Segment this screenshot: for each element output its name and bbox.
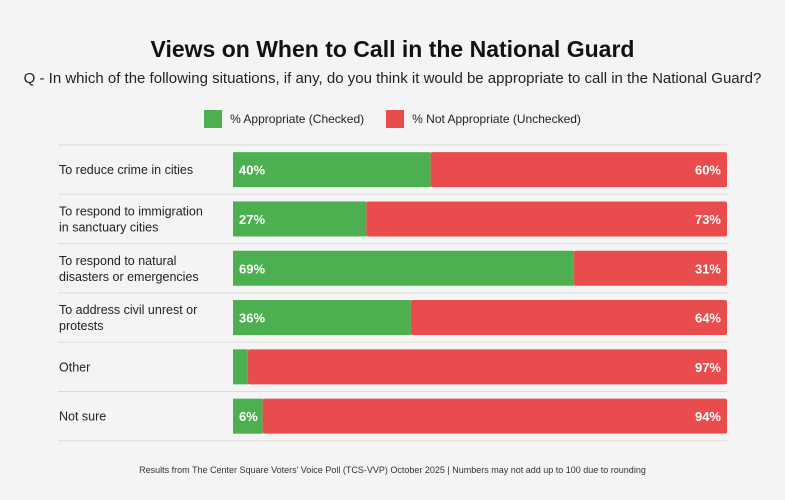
data-label-appropriate: 40%	[239, 163, 265, 178]
category-label: Other	[59, 360, 90, 374]
legend-label: % Not Appropriate (Unchecked)	[412, 112, 581, 126]
data-label-not-appropriate: 64%	[695, 311, 721, 326]
bar-not-appropriate	[573, 250, 727, 286]
legend-item-appropriate: % Appropriate (Checked)	[204, 110, 364, 128]
data-label-not-appropriate: 31%	[695, 261, 721, 276]
bar-appropriate	[233, 349, 248, 385]
bar-appropriate	[233, 250, 574, 286]
data-label-not-appropriate: 97%	[695, 360, 721, 375]
legend-label: % Appropriate (Checked)	[230, 112, 365, 126]
legend: % Appropriate (Checked) % Not Appropriat…	[0, 110, 785, 128]
data-label-appropriate: 69%	[239, 261, 265, 276]
bar-appropriate	[233, 152, 431, 188]
bar-not-appropriate	[410, 300, 727, 336]
bar-not-appropriate	[430, 152, 727, 188]
category-label: Not sure	[59, 410, 106, 424]
bar-appropriate	[233, 398, 263, 434]
bar-not-appropriate	[247, 349, 727, 385]
data-label-appropriate: 6%	[239, 409, 258, 424]
data-label-appropriate: 36%	[239, 311, 265, 326]
data-label-not-appropriate: 94%	[695, 409, 721, 424]
bar-appropriate	[233, 300, 411, 336]
data-label-appropriate: 27%	[239, 212, 265, 227]
data-label-not-appropriate: 73%	[695, 212, 721, 227]
category-label: To address civil unrest or protests	[59, 303, 197, 333]
legend-swatch-not-appropriate	[386, 110, 405, 128]
footnote: Results from The Center Square Voters' V…	[139, 465, 646, 475]
legend-item-not-appropriate: % Not Appropriate (Unchecked)	[386, 110, 581, 128]
category-label: To respond to natural disasters or emerge…	[59, 254, 199, 284]
chart-title: Views on When to Call in the National Gu…	[150, 36, 635, 62]
bar-not-appropriate	[366, 201, 727, 237]
bar-not-appropriate	[262, 398, 727, 434]
bar-appropriate	[233, 201, 367, 237]
chart-subtitle: Q - In which of the following situations…	[23, 70, 762, 87]
category-label: To respond to immigration in sanctuary ci…	[59, 204, 203, 234]
legend-swatch-appropriate	[204, 110, 223, 128]
data-label-not-appropriate: 60%	[695, 163, 721, 178]
category-label: To reduce crime in cities	[59, 163, 193, 177]
